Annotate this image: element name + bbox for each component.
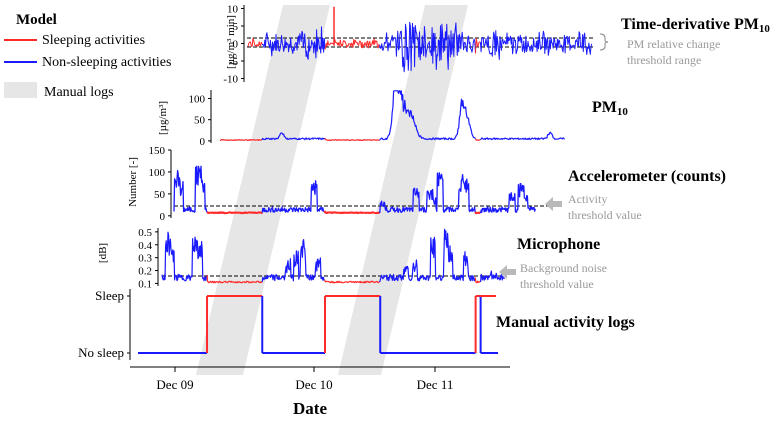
pm-derivative-line-0 — [247, 37, 263, 47]
accelerometer-title: Accelerometer (counts) — [568, 168, 726, 185]
accelerometer-ytick-label-1: 100 — [149, 167, 166, 179]
accelerometer-ytick-label-0: 150 — [149, 145, 166, 157]
microphone-series — [161, 228, 506, 284]
accelerometer-series — [173, 165, 536, 215]
panel-manual-logs: Sleep No sleep Manual activity logs — [78, 288, 635, 360]
microphone-y-ticks: 0.50.40.30.20.1 — [138, 227, 158, 290]
pm-derivative-title-sub: 10 — [759, 23, 771, 35]
pm-derivative-line-5 — [479, 30, 593, 60]
pm-derivative-title-main: Time-derivative PM — [621, 16, 759, 33]
panel-microphone: 0.50.40.30.20.1 [dB] Microphone Backgrou… — [97, 227, 607, 291]
accelerometer-annotation-1: Activity — [568, 192, 607, 206]
legend-sleep-label: Sleeping activities — [42, 33, 145, 48]
microphone-arrow-icon — [499, 265, 516, 279]
microphone-title: Microphone — [517, 236, 600, 253]
microphone-annotation-2: threshold value — [520, 277, 594, 291]
microphone-line-6 — [480, 270, 506, 282]
x-tick-label-1: Dec 10 — [295, 377, 332, 392]
manual-logs-ytick-label-nosleep: No sleep — [78, 345, 124, 360]
pm-derivative-ytick-label-3: -5 — [229, 56, 239, 68]
pm10-line-1 — [261, 132, 326, 141]
accelerometer-ylabel: Number [-] — [127, 157, 139, 207]
pm-derivative-y-ticks: 10 5 0 -5 -10 — [223, 4, 244, 86]
microphone-ytick-label-4: 0.1 — [138, 278, 152, 290]
legend: Model Sleeping activities Non-sleeping a… — [4, 12, 171, 100]
accelerometer-annotation-2: threshold value — [568, 208, 642, 222]
pm-derivative-line-1 — [261, 26, 326, 60]
legend-nonsleep-label: Non-sleeping activities — [42, 55, 171, 70]
microphone-line-1 — [206, 275, 263, 284]
microphone-line-0 — [161, 231, 208, 282]
legend-manual-label: Manual logs — [44, 85, 114, 100]
microphone-ytick-label-1: 0.4 — [138, 240, 152, 252]
accelerometer-arrow-icon — [545, 197, 562, 211]
accelerometer-line-1 — [206, 211, 263, 215]
x-axis: Dec 09 Dec 10 Dec 11 Date — [130, 366, 510, 418]
manual-logs-title: Manual activity logs — [496, 314, 635, 331]
pm10-y-ticks: 100 50 0 — [189, 93, 211, 148]
accelerometer-line-0 — [173, 165, 208, 213]
microphone-ytick-label-0: 0.5 — [138, 227, 152, 239]
microphone-line-2 — [261, 239, 325, 282]
pm10-title-main: PM — [592, 99, 617, 116]
manual-logs-series — [138, 295, 498, 354]
accelerometer-line-5 — [474, 211, 482, 215]
microphone-ylabel: [dB] — [97, 243, 109, 263]
pm-derivative-ytick-label-2: 0 — [233, 39, 239, 51]
legend-title: Model — [16, 12, 57, 28]
accelerometer-line-3 — [323, 210, 381, 215]
pm-derivative-bracket — [599, 33, 609, 51]
pm10-line-4 — [474, 138, 481, 141]
pm-derivative-title: Time-derivative PM10 — [621, 16, 770, 35]
accelerometer-ytick-label-3: 0 — [160, 211, 166, 223]
manual-logs-ytick-label-sleep: Sleep — [95, 288, 124, 303]
pm10-ytick-label-2: 0 — [200, 136, 206, 148]
pm-derivative-line-3 — [379, 21, 476, 73]
microphone-line-5 — [474, 277, 481, 284]
microphone-ytick-label-3: 0.2 — [138, 266, 152, 278]
pm10-line-2 — [324, 138, 380, 142]
pm-derivative-line-4 — [475, 38, 481, 54]
accelerometer-y-ticks: 150 100 50 0 — [149, 145, 171, 223]
pm-derivative-annotation-1: PM relative change — [627, 37, 720, 51]
microphone-annotation-1: Background noise — [520, 261, 607, 275]
pm-derivative-ytick-label-4: -10 — [223, 74, 238, 86]
microphone-ytick-label-2: 0.3 — [138, 253, 152, 265]
pm-derivative-ytick-label-0: 10 — [227, 4, 239, 16]
accelerometer-line-4 — [379, 172, 476, 213]
pm10-title-sub: 10 — [617, 106, 629, 118]
pm-derivative-annotation-2: threshold range — [627, 53, 701, 67]
pm10-ylabel: [µg/m³] — [157, 101, 169, 135]
accelerometer-ytick-label-2: 50 — [154, 189, 166, 201]
pm-derivative-ylabel: [µg/m³ min] — [225, 15, 237, 69]
pm10-line-3 — [379, 90, 476, 141]
manual-log-band-1 — [196, 5, 330, 375]
panel-pm-derivative: 10 5 0 -5 -10 [µg/m³ min] Time-derivative PM… — [223, 4, 770, 86]
pm-derivative-ytick-label-1: 5 — [233, 21, 239, 33]
pm10-ytick-label-0: 100 — [189, 93, 206, 105]
accelerometer-line-2 — [261, 180, 326, 213]
pm10-title: PM10 — [592, 99, 628, 118]
x-axis-ticks: Dec 09 Dec 10 Dec 11 — [156, 367, 453, 392]
pm10-series — [219, 90, 565, 142]
pm10-line-5 — [480, 131, 565, 141]
accelerometer-line-6 — [479, 183, 536, 214]
panel-accelerometer: 150 100 50 0 Number [-] Accelerometer (coun… — [127, 145, 726, 223]
microphone-line-3 — [324, 279, 380, 284]
legend-manual-swatch — [4, 82, 37, 98]
x-tick-label-2: Dec 11 — [417, 377, 454, 392]
panel-pm10: 100 50 0 [µg/m³] PM10 — [157, 90, 628, 148]
pm-derivative-line-2 — [324, 38, 380, 50]
microphone-line-4 — [379, 228, 476, 283]
pm10-line-0 — [219, 139, 263, 141]
pm-derivative-series — [247, 6, 593, 73]
pm10-ytick-label-1: 50 — [194, 115, 206, 127]
x-axis-label: Date — [293, 399, 327, 418]
x-tick-label-0: Dec 09 — [156, 377, 193, 392]
